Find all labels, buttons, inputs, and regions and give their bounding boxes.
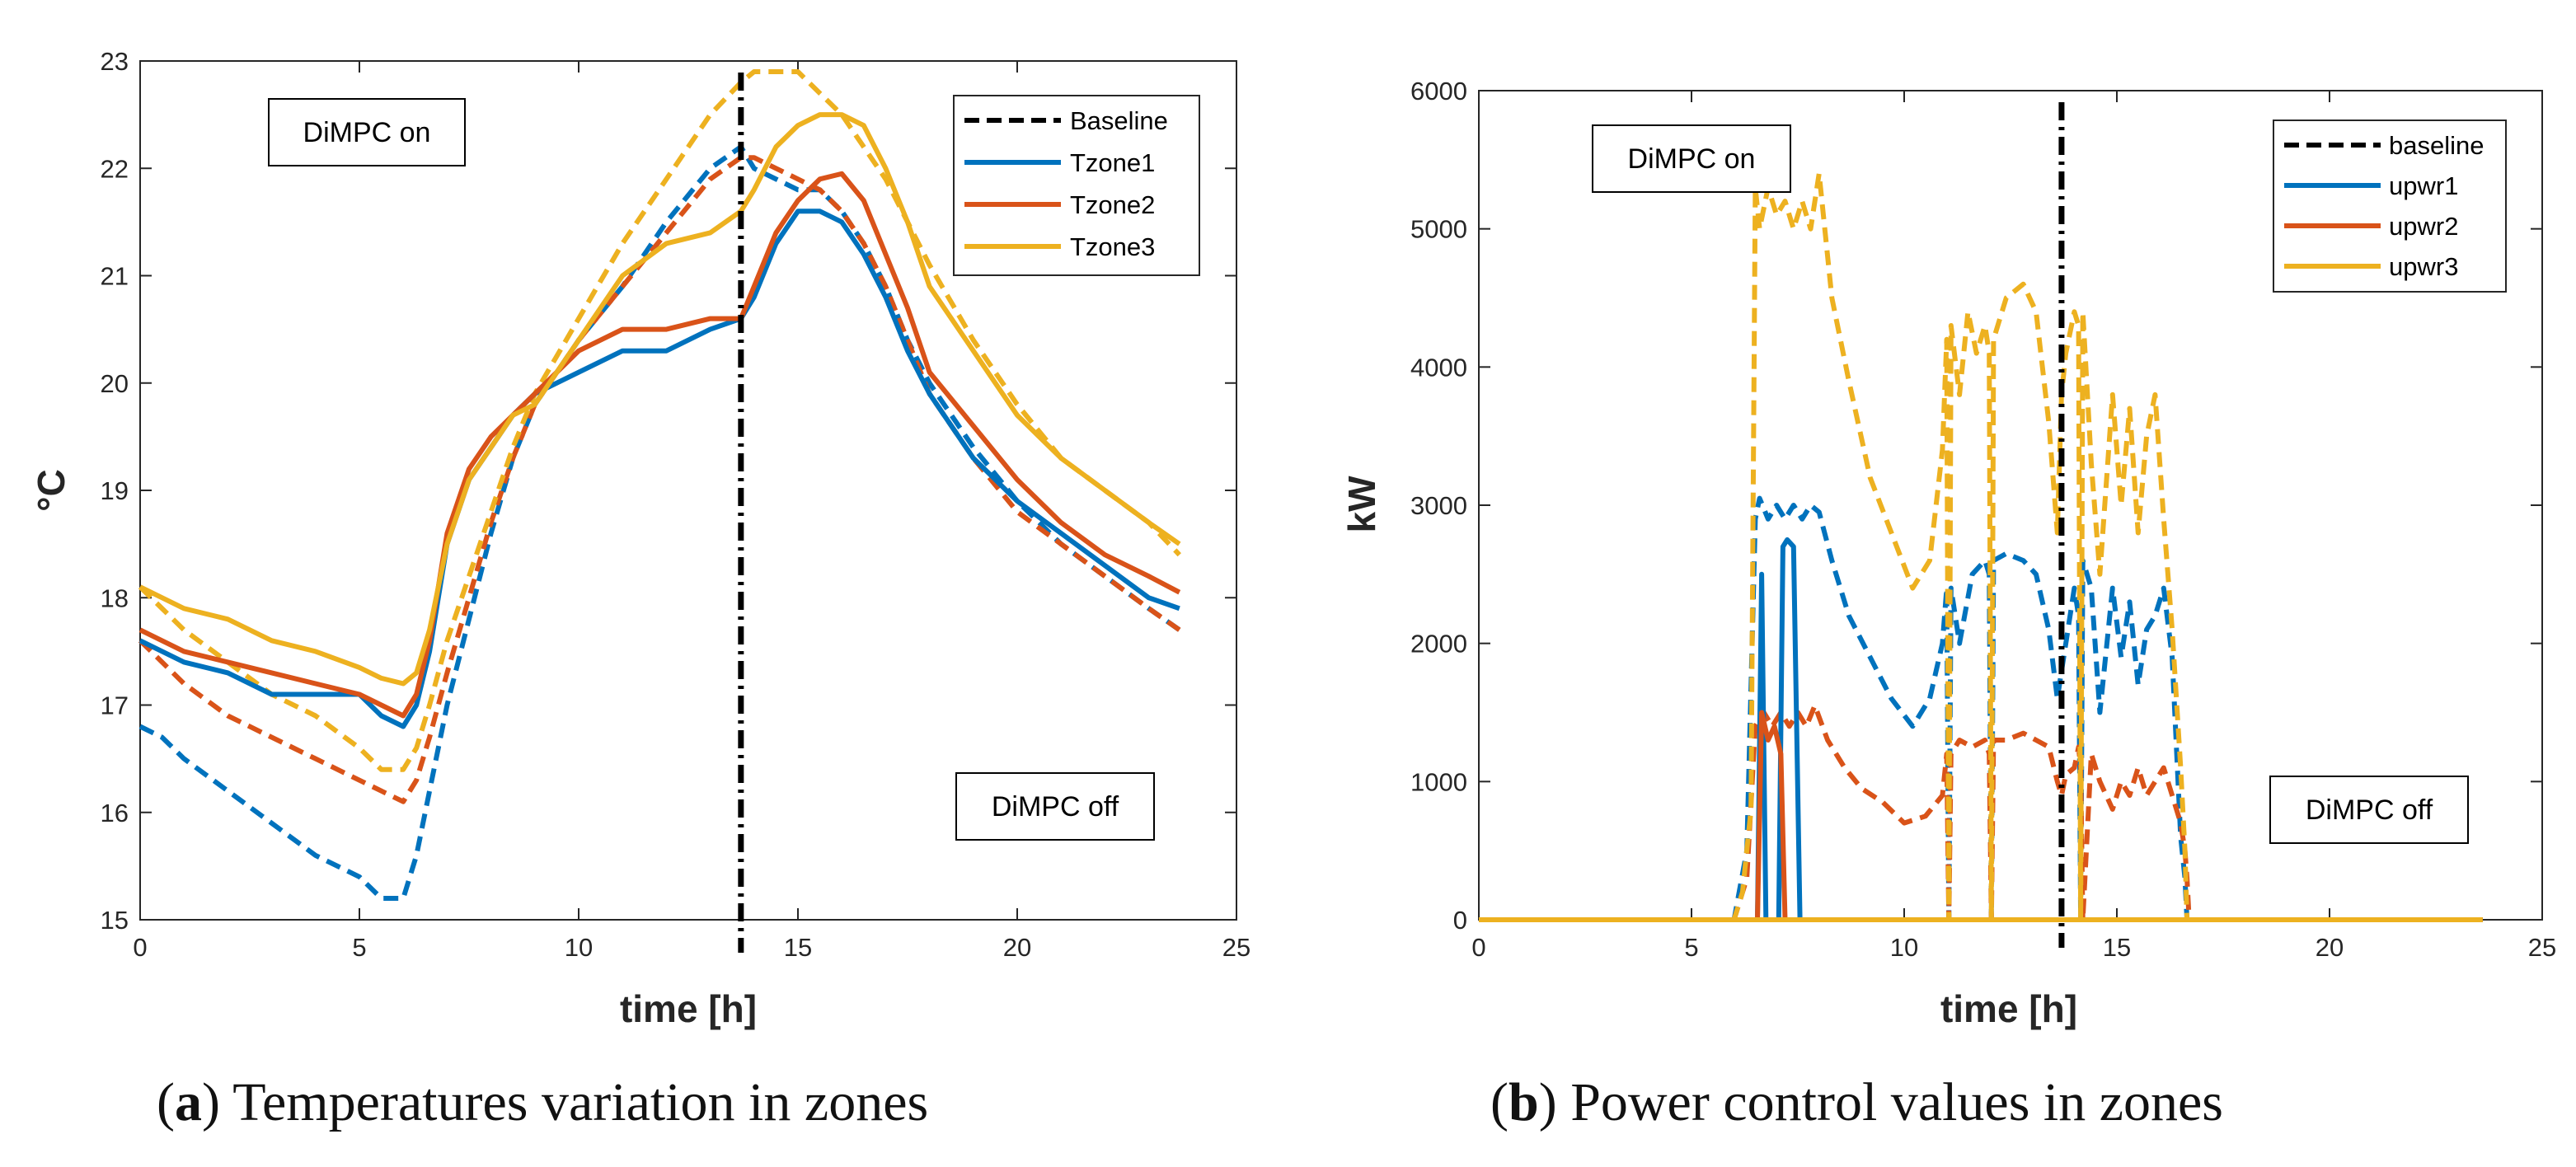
panel-b-xtick-label: 25 — [2528, 933, 2556, 962]
series-line-tzone2 — [138, 171, 1181, 719]
panel-b-annotation-on: DiMPC on — [1592, 124, 1791, 193]
panel-a-xtick-label: 5 — [352, 933, 366, 962]
legend-label-upwr2: upwr2 — [2389, 212, 2458, 241]
caption-a-label: a — [174, 1072, 202, 1132]
legend-label-baseline-b: baseline — [2389, 131, 2484, 160]
panel-a-series — [138, 69, 1181, 901]
panel-b-series — [1479, 171, 2483, 922]
series-line-tzone3 — [138, 112, 1181, 687]
panel-a-chart: 0 5 10 15 20 25 15 16 17 18 19 20 21 22 23 time [h] °C… — [30, 47, 1250, 1030]
panel-a-xlabel: time [h] — [620, 987, 757, 1030]
panel-a-ytick-label: 23 — [101, 47, 129, 76]
panel-b-legend: baseline upwr1 upwr2 upwr3 — [2273, 120, 2507, 293]
panel-a-ytick-label: 16 — [101, 799, 129, 827]
panel-b-ytick-label: 1000 — [1410, 767, 1467, 796]
panel-b-xtick-label: 20 — [2316, 933, 2344, 962]
caption-b-text: Power control values in zones — [1570, 1072, 2223, 1132]
panel-a-xtick-label: 0 — [133, 933, 147, 962]
panel-a-ytick-label: 22 — [101, 154, 129, 183]
panel-a-ytick-label: 21 — [101, 262, 129, 291]
panel-b-xlabel: time [h] — [1940, 987, 2077, 1030]
panel-b-ytick-label: 0 — [1453, 906, 1467, 935]
series-line-upwr3-baseline — [1479, 171, 2483, 922]
panel-a-legend: Baseline Tzone1 Tzone2 Tzone3 — [953, 95, 1200, 276]
caption-a-text: Temperatures variation in zones — [232, 1072, 929, 1132]
panel-a-ticks: 0 5 10 15 20 25 15 16 17 18 19 20 21 22 23 — [101, 47, 1251, 962]
panel-a-ylabel: °C — [30, 469, 73, 512]
panel-a-annotation-off: DiMPC off — [955, 772, 1155, 841]
series-line-tzone1 — [138, 209, 1180, 729]
legend-label-upwr1: upwr1 — [2389, 171, 2458, 200]
legend-label-upwr3: upwr3 — [2389, 252, 2458, 281]
panel-a-xtick-label: 15 — [784, 933, 812, 962]
panel-b-ytick-label: 4000 — [1410, 353, 1467, 382]
legend-label-tzone1: Tzone1 — [1070, 148, 1155, 177]
panel-a-ytick-label: 15 — [101, 906, 129, 935]
panel-b-chart: 0 5 10 15 20 25 0 1000 2000 3000 4000 5000 6000 time… — [1340, 77, 2556, 1030]
legend-label-tzone3: Tzone3 — [1070, 232, 1155, 261]
panel-b-annotation-on-text: DiMPC on — [1628, 143, 1756, 175]
panel-a-ytick-label: 18 — [101, 584, 129, 612]
panel-a-annotation-off-text: DiMPC off — [992, 791, 1119, 823]
series-line-tzone1-baseline — [138, 144, 1181, 901]
panel-b-ytick-label: 3000 — [1410, 491, 1467, 520]
caption-b-label: b — [1508, 1072, 1539, 1132]
panel-b-ytick-label: 5000 — [1410, 215, 1467, 244]
caption-b: (b) Power control values in zones — [1490, 1072, 2223, 1132]
panel-b-ytick-label: 2000 — [1410, 630, 1467, 658]
panel-b-ytick-label: 6000 — [1410, 77, 1467, 105]
panel-a-ytick-label: 17 — [101, 691, 129, 720]
panel-b-xtick-label: 15 — [2103, 933, 2131, 962]
panel-a-annotation-on-text: DiMPC on — [303, 117, 431, 148]
panel-a-annotation-on: DiMPC on — [268, 98, 466, 166]
panel-b-xtick-label: 5 — [1684, 933, 1698, 962]
panel-a-ytick-label: 19 — [101, 476, 129, 505]
legend-label-tzone2: Tzone2 — [1070, 190, 1155, 219]
series-line-tzone3-baseline — [138, 69, 1181, 772]
panel-b-xtick-label: 0 — [1471, 933, 1485, 962]
panel-b-annotation-off: DiMPC off — [2269, 776, 2469, 844]
panel-a-xtick-label: 25 — [1222, 933, 1250, 962]
caption-a: (a) Temperatures variation in zones — [157, 1072, 929, 1132]
panel-a-xtick-label: 20 — [1003, 933, 1031, 962]
panel-a-ytick-label: 20 — [101, 369, 129, 398]
panel-b-ticks: 0 5 10 15 20 25 0 1000 2000 3000 4000 5000 6000 — [1410, 77, 2556, 962]
legend-label-baseline: Baseline — [1070, 106, 1168, 135]
panel-b-xtick-label: 10 — [1890, 933, 1918, 962]
panel-b-ylabel: kW — [1340, 476, 1383, 533]
panel-a-xtick-label: 10 — [565, 933, 593, 962]
panel-b-annotation-off-text: DiMPC off — [2306, 794, 2433, 826]
